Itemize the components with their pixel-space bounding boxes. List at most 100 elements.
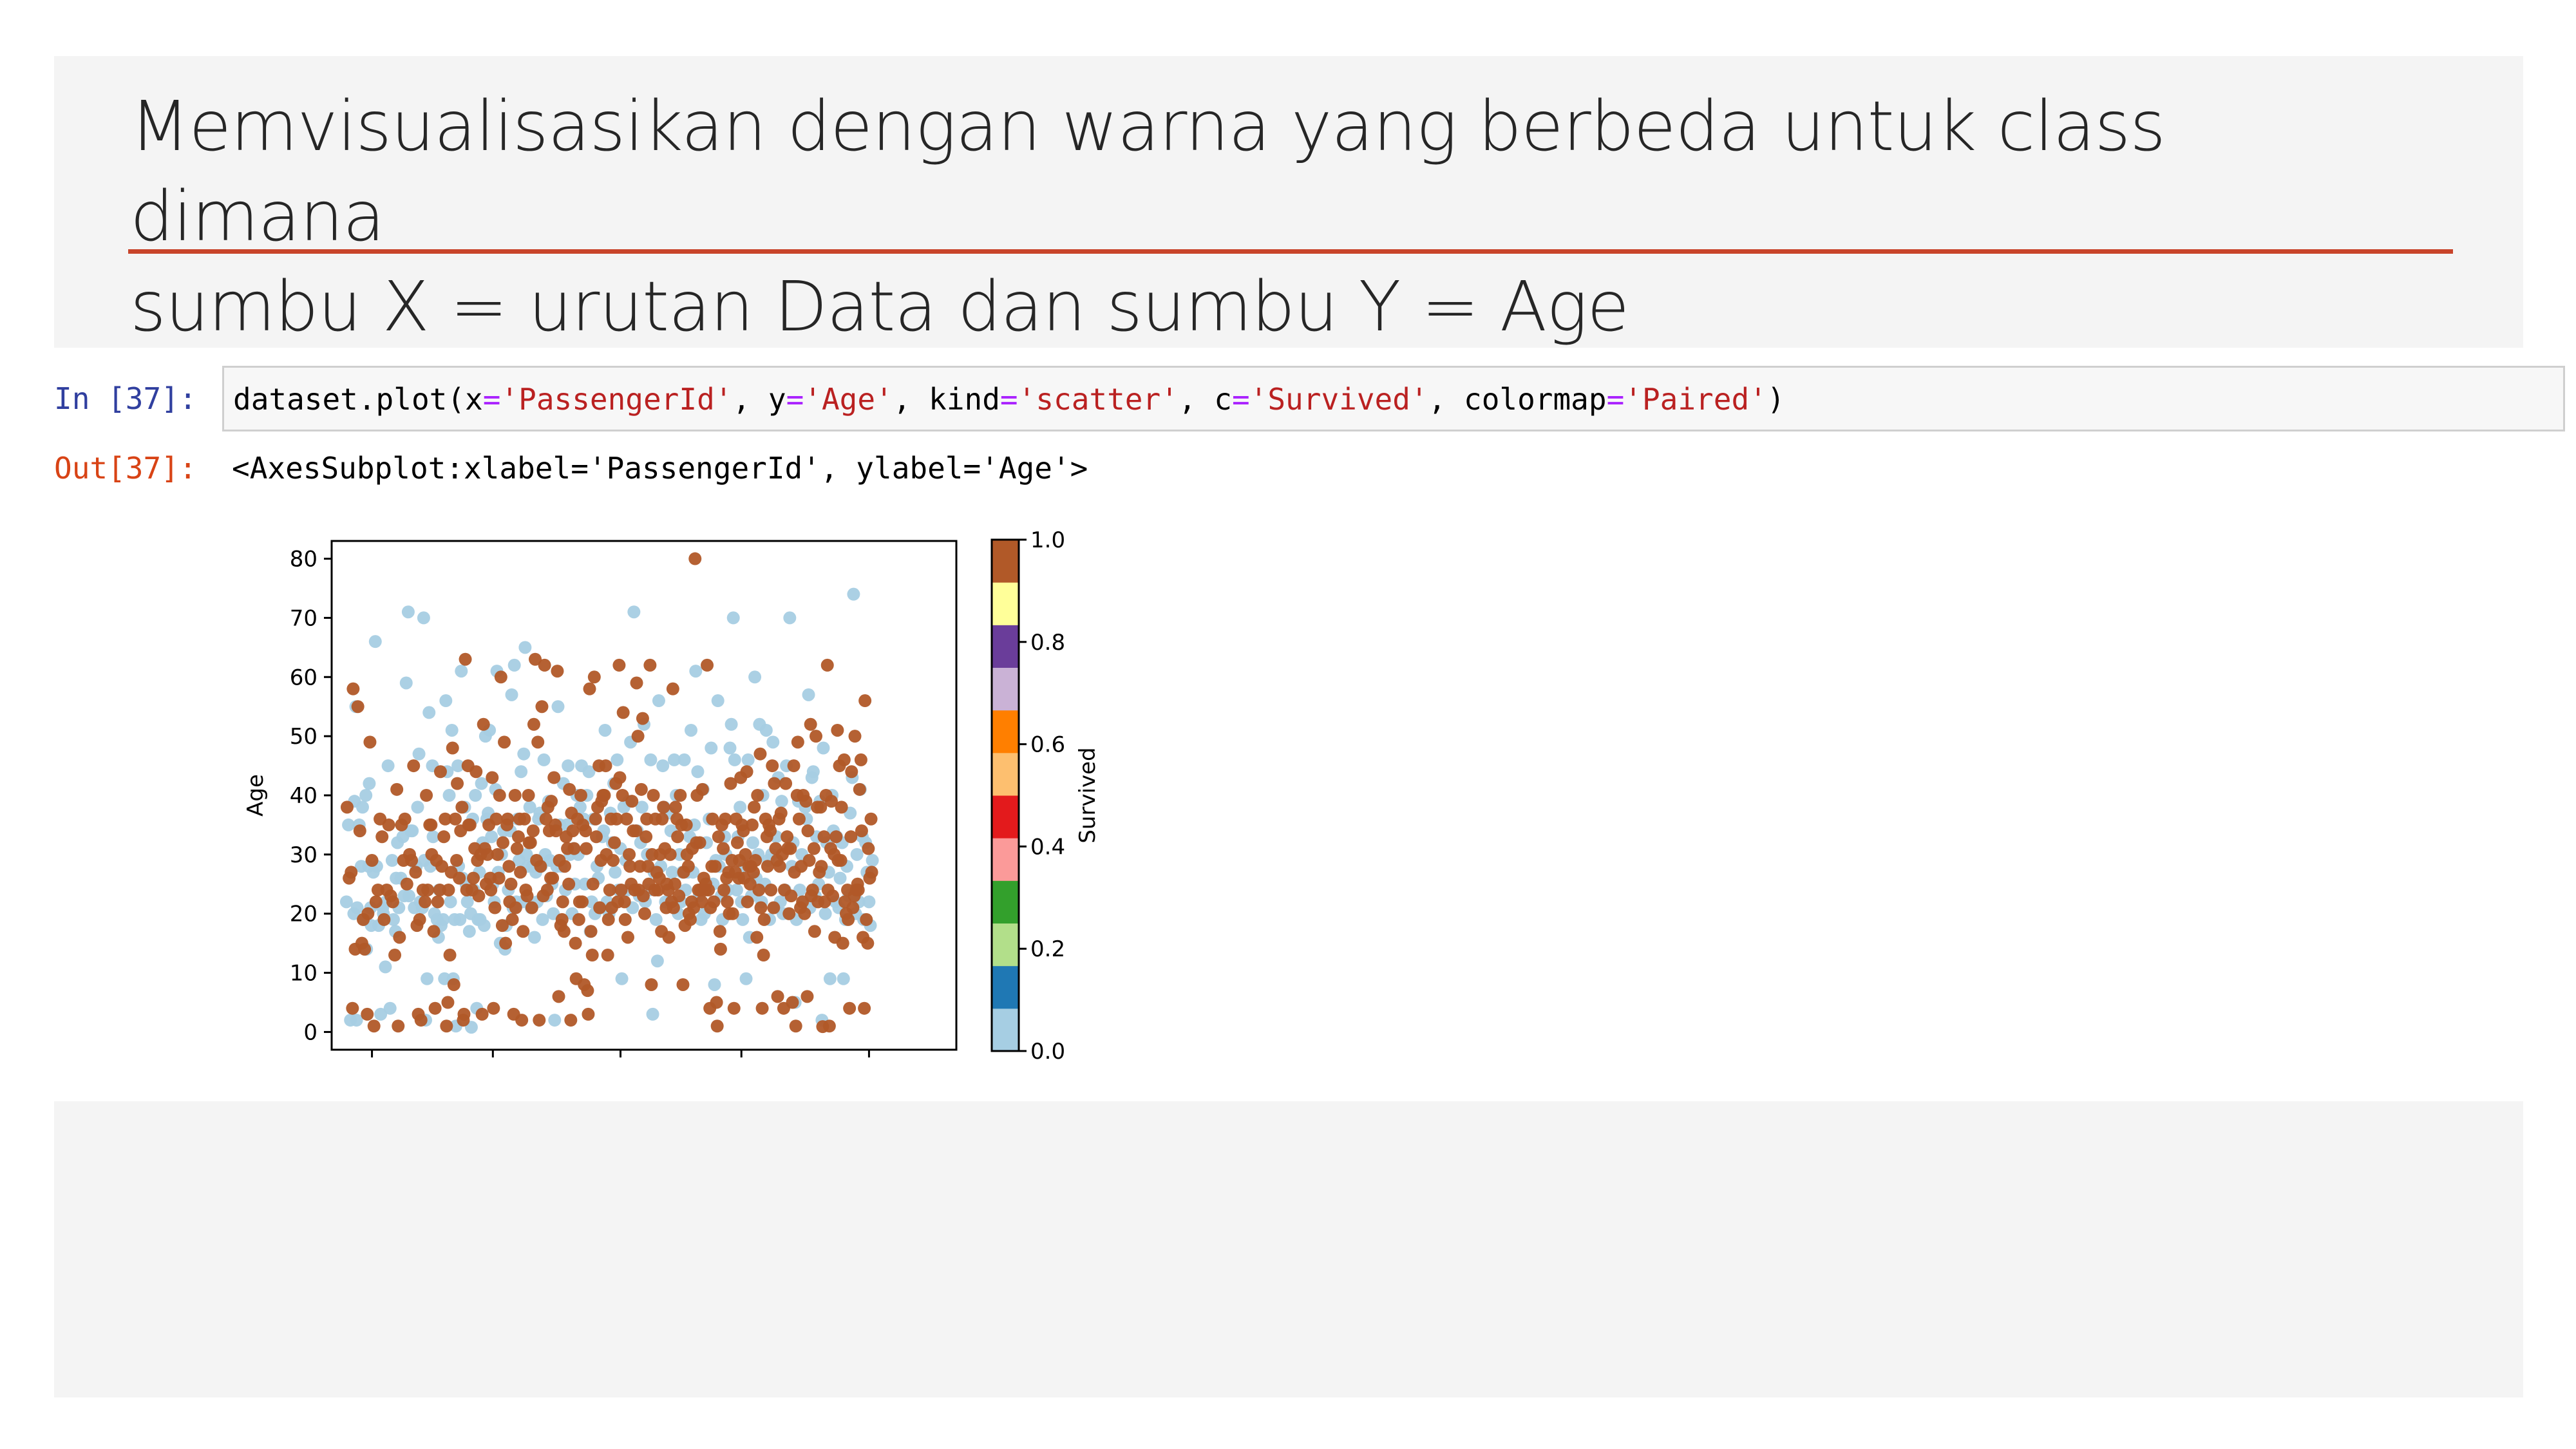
colorbar-segment bbox=[992, 923, 1019, 967]
point-survived bbox=[358, 942, 372, 956]
point-survived bbox=[547, 771, 561, 784]
point-not-survived bbox=[385, 854, 399, 867]
point-survived bbox=[672, 889, 686, 903]
point-not-survived bbox=[748, 670, 762, 684]
colorbar-tick-label: 0.2 bbox=[1030, 936, 1065, 962]
point-not-survived bbox=[426, 830, 440, 844]
point-not-survived bbox=[726, 611, 740, 625]
point-survived bbox=[451, 777, 464, 790]
point-survived bbox=[817, 830, 831, 844]
point-survived bbox=[346, 682, 360, 696]
point-survived bbox=[717, 883, 731, 896]
point-survived bbox=[702, 883, 715, 896]
point-survived bbox=[826, 889, 840, 903]
point-not-survived bbox=[460, 895, 474, 909]
code-text[interactable]: dataset.plot(x='PassengerId', y='Age', k… bbox=[233, 382, 1785, 417]
point-survived bbox=[498, 735, 511, 749]
point-survived bbox=[612, 658, 626, 672]
point-not-survived bbox=[847, 587, 860, 601]
point-not-survived bbox=[444, 895, 457, 909]
point-survived bbox=[516, 925, 530, 938]
point-survived bbox=[589, 830, 603, 844]
point-survived bbox=[667, 901, 680, 914]
colorbar-tick-label: 0.4 bbox=[1030, 834, 1065, 860]
point-survived bbox=[405, 854, 419, 867]
point-survived bbox=[719, 812, 732, 826]
colorbar-tick-label: 0.6 bbox=[1030, 732, 1065, 758]
point-not-survived bbox=[611, 753, 624, 766]
point-not-survived bbox=[517, 747, 531, 761]
point-not-survived bbox=[402, 889, 415, 903]
point-survived bbox=[634, 782, 648, 796]
y-tick-label: 80 bbox=[290, 547, 317, 573]
point-survived bbox=[533, 1014, 546, 1027]
point-survived bbox=[751, 789, 764, 802]
point-not-survived bbox=[691, 765, 705, 779]
point-survived bbox=[638, 907, 652, 920]
point-survived bbox=[810, 730, 823, 743]
point-survived bbox=[455, 800, 469, 814]
point-not-survived bbox=[422, 706, 436, 719]
point-survived bbox=[409, 866, 422, 879]
point-survived bbox=[367, 1019, 381, 1033]
point-survived bbox=[745, 818, 759, 831]
point-not-survived bbox=[485, 830, 498, 844]
point-not-survived bbox=[656, 759, 670, 773]
point-survived bbox=[428, 1001, 442, 1015]
point-not-survived bbox=[837, 972, 850, 985]
point-survived bbox=[551, 665, 564, 678]
point-survived bbox=[531, 735, 545, 749]
point-survived bbox=[506, 913, 519, 926]
point-survived bbox=[679, 818, 693, 831]
point-survived bbox=[393, 931, 406, 944]
point-not-survived bbox=[451, 759, 465, 773]
point-not-survived bbox=[537, 753, 551, 766]
point-survived bbox=[599, 759, 612, 773]
point-survived bbox=[450, 854, 463, 867]
point-survived bbox=[499, 936, 513, 950]
slide-title-panel: Memvisualisasikan dengan warna yang berb… bbox=[54, 56, 2523, 348]
point-not-survived bbox=[363, 777, 376, 790]
colorbar-segment bbox=[992, 1008, 1019, 1052]
point-survived bbox=[768, 777, 781, 790]
point-survived bbox=[346, 1001, 359, 1015]
y-tick-label: 70 bbox=[290, 605, 317, 631]
point-survived bbox=[740, 765, 753, 779]
point-survived bbox=[569, 936, 582, 950]
point-survived bbox=[424, 818, 438, 831]
point-survived bbox=[514, 866, 527, 879]
point-survived bbox=[614, 883, 628, 896]
point-survived bbox=[787, 759, 800, 773]
point-survived bbox=[771, 990, 784, 1003]
cell-output-text: <AxesSubplot:xlabel='PassengerId', ylabe… bbox=[232, 451, 1088, 486]
point-survived bbox=[586, 877, 600, 891]
point-survived bbox=[494, 670, 507, 684]
point-not-survived bbox=[342, 818, 355, 831]
point-survived bbox=[791, 735, 804, 749]
point-not-survived bbox=[355, 800, 369, 814]
point-not-survived bbox=[806, 765, 820, 779]
point-not-survived bbox=[462, 925, 476, 938]
point-survived bbox=[459, 652, 472, 666]
point-survived bbox=[623, 848, 636, 861]
code-input[interactable]: dataset.plot(x='PassengerId', y='Age', k… bbox=[222, 366, 2565, 431]
point-survived bbox=[388, 949, 402, 962]
point-survived bbox=[440, 1019, 453, 1033]
point-survived bbox=[806, 883, 819, 896]
point-survived bbox=[757, 913, 771, 926]
point-survived bbox=[472, 889, 486, 903]
point-survived bbox=[726, 907, 739, 920]
point-survived bbox=[351, 700, 365, 714]
point-not-survived bbox=[527, 931, 541, 944]
point-survived bbox=[562, 877, 576, 891]
point-survived bbox=[848, 730, 862, 743]
point-survived bbox=[855, 824, 868, 838]
point-survived bbox=[754, 901, 768, 914]
point-survived bbox=[727, 1001, 741, 1015]
point-survived bbox=[747, 866, 761, 879]
colorbar-segment bbox=[992, 880, 1019, 923]
point-survived bbox=[717, 842, 730, 855]
point-survived bbox=[435, 860, 449, 873]
point-not-survived bbox=[383, 1001, 397, 1015]
point-survived bbox=[557, 925, 571, 938]
